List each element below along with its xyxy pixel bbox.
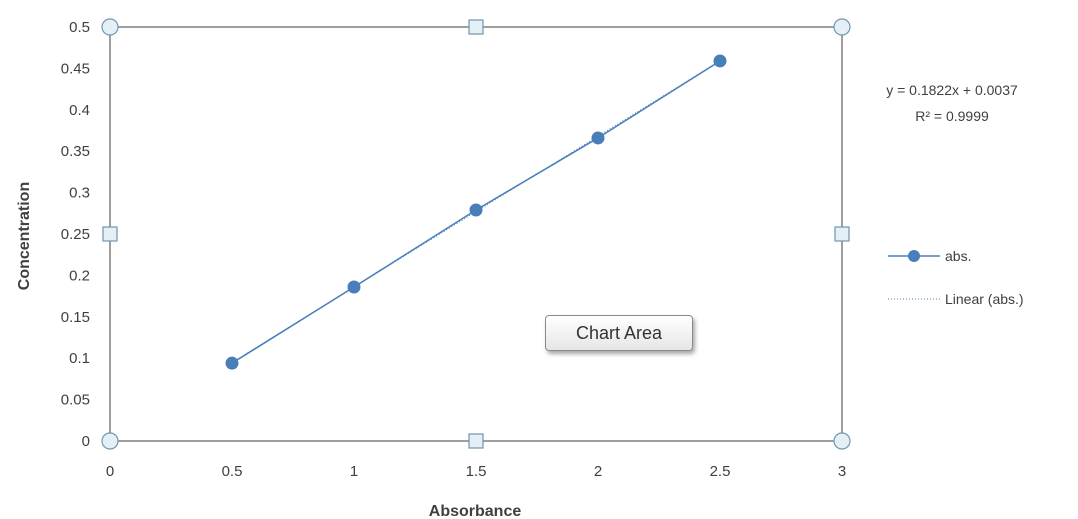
x-tick-label: 2 bbox=[594, 463, 602, 480]
x-tick-label: 3 bbox=[838, 463, 846, 480]
y-tick-label: 0.35 bbox=[61, 143, 90, 160]
selection-handle-edge[interactable] bbox=[468, 433, 484, 449]
selection-handle-corner[interactable] bbox=[833, 432, 851, 450]
data-point bbox=[713, 54, 727, 68]
legend-series-label: abs. bbox=[945, 248, 971, 264]
chart-area-tooltip: Chart Area bbox=[545, 315, 693, 351]
selection-handle-edge[interactable] bbox=[102, 226, 118, 242]
data-point bbox=[591, 131, 605, 145]
trendline-r-squared: R² = 0.9999 bbox=[915, 108, 989, 124]
plot-area-frame bbox=[109, 26, 843, 442]
y-axis-title: Concentration bbox=[16, 182, 33, 290]
trendline-equation: y = 0.1822x + 0.0037 bbox=[886, 82, 1018, 98]
data-point bbox=[225, 356, 239, 370]
y-tick-label: 0 bbox=[82, 433, 90, 450]
y-tick-label: 0.2 bbox=[69, 267, 90, 284]
selection-handle-corner[interactable] bbox=[833, 18, 851, 36]
tick-labels: 0 0.05 0.1 0.15 0.2 0.25 0.3 0.35 0.4 0.45 0.5 0 0.5… bbox=[61, 19, 846, 480]
y-tick-label: 0.05 bbox=[61, 392, 90, 409]
data-point bbox=[469, 203, 483, 217]
y-tick-label: 0.15 bbox=[61, 309, 90, 326]
legend-trendline-label: Linear (abs.) bbox=[945, 291, 1024, 307]
y-tick-label: 0.4 bbox=[69, 102, 90, 119]
x-tick-label: 2.5 bbox=[710, 463, 731, 480]
x-tick-label: 0 bbox=[106, 463, 114, 480]
y-tick-label: 0.3 bbox=[69, 185, 90, 202]
y-tick-label: 0.5 bbox=[69, 19, 90, 36]
selection-handle-corner[interactable] bbox=[101, 432, 119, 450]
y-tick-label: 0.45 bbox=[61, 60, 90, 77]
selection-handle-corner[interactable] bbox=[101, 18, 119, 36]
y-tick-label: 0.25 bbox=[61, 226, 90, 243]
x-tick-label: 1.5 bbox=[466, 463, 487, 480]
plot-layer bbox=[101, 18, 851, 450]
legend[interactable]: abs. Linear (abs.) bbox=[888, 248, 1024, 307]
selection-handle-edge[interactable] bbox=[834, 226, 850, 242]
x-axis-title: Absorbance bbox=[429, 503, 522, 519]
selection-handle-edge[interactable] bbox=[468, 19, 484, 35]
legend-series-marker bbox=[908, 250, 920, 262]
data-point bbox=[347, 280, 361, 294]
x-tick-label: 1 bbox=[350, 463, 358, 480]
x-tick-label: 0.5 bbox=[222, 463, 243, 480]
y-tick-label: 0.1 bbox=[69, 350, 90, 367]
